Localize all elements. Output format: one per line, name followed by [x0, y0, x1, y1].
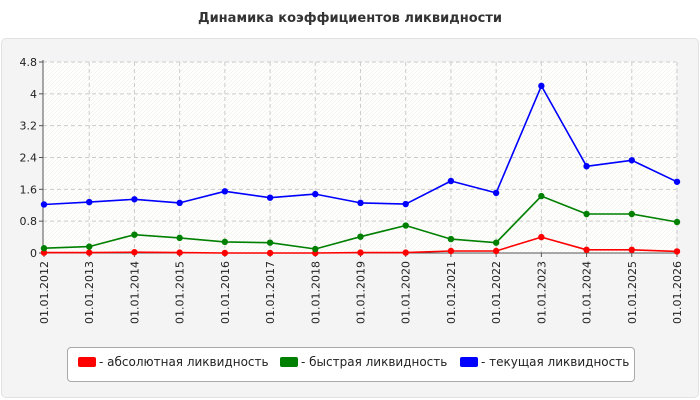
series-3-point	[176, 199, 183, 207]
x-tick-label: 01.01.2021	[445, 261, 458, 324]
legend-item-3: - текущая ликвидность	[460, 355, 629, 369]
series-1-point	[673, 248, 681, 255]
series-3-point	[402, 200, 409, 208]
series-3-point	[266, 194, 274, 201]
series-1-point	[131, 249, 138, 256]
legend-label: - абсолютная ликвидность	[99, 355, 269, 369]
y-tick-label: 4	[30, 88, 37, 101]
series-2-point	[40, 245, 48, 252]
legend-label: - быстрая ликвидность	[301, 355, 448, 369]
series-2-point	[131, 231, 138, 238]
legend: - абсолютная ликвидность - быстрая ликвид…	[67, 347, 635, 382]
series-2-point	[447, 235, 455, 243]
legend-swatch	[78, 357, 96, 367]
legend-item-2: - быстрая ликвидность	[280, 355, 447, 369]
series-2-point	[583, 210, 590, 218]
series-1-point	[86, 249, 93, 256]
series-3-point	[40, 201, 48, 208]
series-1-point	[266, 249, 274, 257]
series-1-point	[357, 249, 364, 256]
y-tick-label: 3.2	[20, 120, 38, 133]
x-tick-label: 01.01.2024	[581, 261, 594, 324]
series-2-point	[538, 192, 545, 200]
series-3-point	[131, 196, 138, 203]
x-tick-label: 01.01.2025	[626, 261, 639, 324]
series-2-point	[176, 234, 183, 242]
series-3-point	[221, 188, 229, 195]
y-tick-label: 0.8	[20, 215, 38, 228]
series-2-point	[673, 218, 681, 226]
series-2-point	[402, 222, 409, 229]
series-1-point	[628, 246, 635, 254]
legend-swatch	[280, 357, 298, 367]
series-3-point	[538, 82, 545, 90]
series-1-point	[492, 247, 500, 255]
x-tick-label: 01.01.2019	[355, 261, 368, 324]
series-2-point	[357, 233, 364, 240]
series-2-point	[628, 210, 635, 218]
x-tick-label: 01.01.2017	[264, 261, 277, 324]
series-2-point	[492, 239, 500, 246]
x-tick-label: 01.01.2023	[535, 261, 548, 324]
series-layer	[40, 82, 681, 257]
x-tick-label: 01.01.2012	[38, 261, 51, 324]
x-tick-label: 01.01.2014	[128, 261, 141, 324]
x-tick-label: 01.01.2018	[309, 261, 322, 324]
series-1-point	[221, 249, 229, 257]
grid-lines	[43, 61, 678, 253]
series-3-point	[357, 199, 364, 207]
x-tick-label: 01.01.2020	[400, 261, 413, 324]
series-3-point	[492, 189, 500, 197]
series-3-point	[673, 178, 681, 185]
y-tick-label: 2.4	[20, 152, 38, 165]
series-3-point	[312, 190, 319, 198]
x-tick-label: 01.01.2016	[219, 261, 232, 324]
series-2-point	[86, 243, 93, 250]
series-2-point	[266, 239, 274, 246]
series-2-point	[312, 245, 319, 253]
series-3-point	[583, 163, 590, 170]
series-1-point	[176, 249, 183, 256]
legend-item-1: - абсолютная ликвидность	[78, 355, 269, 369]
series-1-point	[402, 249, 409, 256]
x-tick-label: 01.01.2026	[671, 261, 684, 324]
x-tick-label: 01.01.2015	[174, 261, 187, 324]
y-tick-label: 1.6	[20, 183, 38, 196]
legend-swatch	[460, 357, 478, 367]
y-tick-label: 0	[30, 247, 37, 260]
series-1-point	[538, 233, 545, 241]
series-1-point	[583, 246, 590, 254]
series-3-point	[628, 157, 635, 164]
series-3-point	[447, 177, 455, 185]
series-1-point	[447, 247, 455, 255]
x-tick-label: 01.01.2022	[490, 261, 503, 324]
legend-label: - текущая ликвидность	[481, 355, 630, 369]
chart-title: Динамика коэффициентов ликвидности	[198, 11, 502, 26]
series-3-point	[86, 198, 93, 206]
y-tick-label: 4.8	[20, 56, 38, 69]
x-tick-label: 01.01.2013	[83, 261, 96, 324]
series-2-point	[221, 238, 229, 246]
series-1-point	[40, 249, 48, 256]
